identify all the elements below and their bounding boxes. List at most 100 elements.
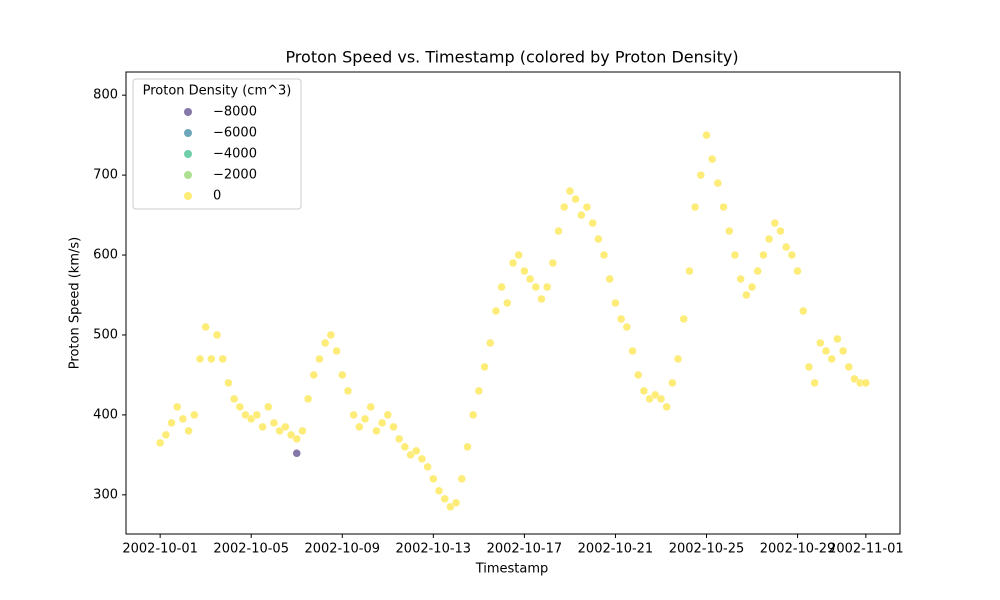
data-point [360,414,370,424]
data-point [633,370,643,380]
data-point [793,266,802,276]
x-axis-label: Timestamp [475,562,549,577]
chart-title: Proton Speed vs. Timestamp (colored by P… [285,48,738,67]
data-point [594,234,603,244]
data-point [355,422,364,432]
data-point [195,354,205,364]
x-tick-label: 2002-10-05 [213,542,289,557]
data-point [759,250,768,260]
data-point [628,346,637,356]
data-point [605,274,614,284]
y-tick-label: 800 [93,88,118,103]
data-point [559,202,569,212]
data-point [224,378,233,388]
data-point [440,494,449,504]
data-point [707,154,717,164]
data-point [480,362,489,372]
x-tick-label: 2002-10-01 [122,542,198,557]
y-tick-label: 400 [93,407,118,422]
data-point [343,386,353,396]
data-point [816,338,825,348]
data-point [611,298,620,308]
data-point [491,306,501,316]
data-point [372,426,381,436]
data-point [582,202,592,212]
data-point [702,130,711,140]
y-tick-label: 500 [93,327,118,342]
legend: Proton Density (cm^3) −8000 −6000 −4000 −200… [132,78,302,210]
legend-box [132,78,302,210]
data-point [434,486,444,496]
data-point [315,354,324,364]
data-point [747,282,757,292]
legend-label: −4000 [213,147,257,162]
data-point [554,226,563,236]
x-tick-label: 2002-11-01 [828,542,904,557]
data-point [685,266,694,276]
data-point [320,338,330,348]
data-point [218,354,227,364]
axes-frame [125,71,901,535]
data-point [377,418,387,428]
data-point [565,186,575,196]
x-tick-label: 2002-10-21 [578,542,654,557]
data-point [804,362,814,372]
legend-marker [184,108,192,116]
data-point [799,306,808,316]
data-point [258,422,267,432]
data-point [167,418,176,428]
data-point [366,402,375,412]
data-point [861,378,871,388]
data-point [303,394,313,404]
x-tick-label: 2002-10-29 [760,542,836,557]
data-point [844,362,854,372]
data-point [201,322,210,332]
data-point [235,402,245,412]
plot-area [155,130,871,512]
data-point [833,334,842,344]
data-point [719,202,728,212]
data-point [531,282,541,292]
data-point [599,250,609,260]
data-point [810,378,819,388]
data-point [838,346,848,356]
data-point [457,474,467,484]
legend-label: −6000 [213,126,257,141]
data-point [690,202,700,212]
data-point [463,442,472,452]
y-tick-label: 600 [93,248,118,263]
data-point [616,314,626,324]
data-point [468,410,478,420]
legend-marker [184,192,192,200]
data-point [485,338,495,348]
data-point [264,402,273,412]
data-point [668,378,677,388]
data-point [542,282,552,292]
data-point [172,402,182,412]
data-point [764,234,774,244]
data-point [525,274,535,284]
data-point [713,178,723,188]
data-point [662,402,671,412]
data-point [571,194,580,204]
data-point [639,386,649,396]
data-point [730,250,740,260]
data-point [656,394,666,404]
data-point [548,258,558,268]
data-point [781,242,791,252]
data-point [178,414,188,424]
data-point [338,370,347,380]
data-point [400,442,410,452]
data-point [776,226,785,236]
data-point [412,446,421,456]
data-point [252,410,262,420]
data-point [520,266,529,276]
data-point [679,314,688,324]
data-point [474,386,484,396]
data-point [753,266,762,276]
legend-title: Proton Density (cm^3) [143,84,292,99]
data-point [514,250,523,260]
legend-label: −8000 [213,105,257,120]
data-point [622,322,632,332]
